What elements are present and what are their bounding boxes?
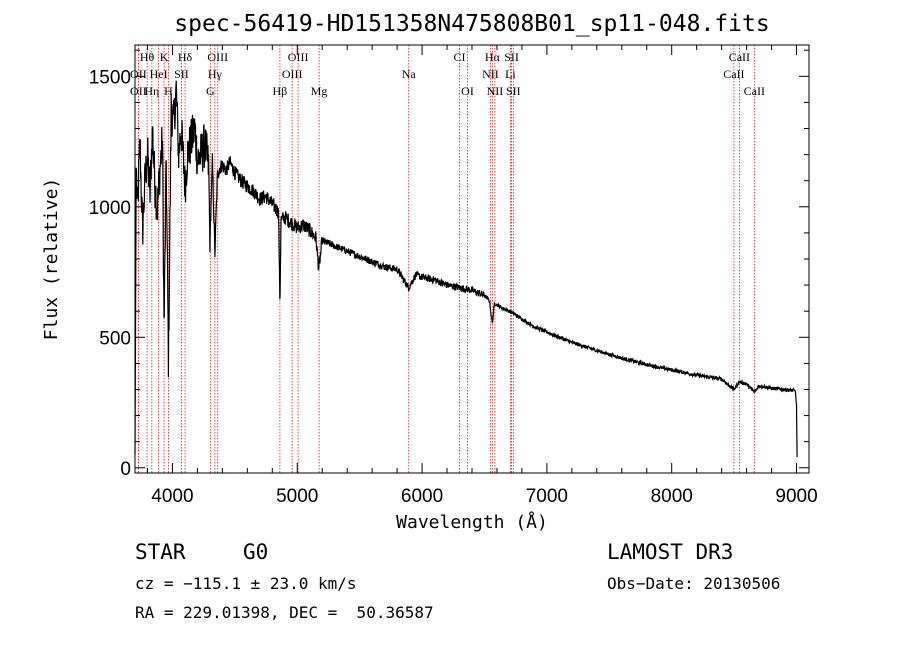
y-tick-label-1: 500	[99, 328, 131, 349]
y-tick-label-2: 1000	[89, 198, 131, 219]
plot-frame	[134, 44, 810, 474]
axis-ticks: 4000 5000 6000 7000 8000 9000 0 500 1000 1500	[89, 45, 818, 507]
line-label-21: NII	[487, 84, 504, 98]
survey-name: LAMOST DR3	[607, 540, 734, 564]
y-tick-label-0: 0	[120, 459, 131, 480]
object-subclass: G0	[243, 540, 269, 564]
line-label-3: Hη	[144, 84, 159, 98]
line-label-6: H	[164, 84, 173, 98]
line-label-11: G	[206, 84, 215, 98]
x-tick-label-3: 7000	[526, 486, 568, 507]
x-tick-label-0: 4000	[151, 486, 193, 507]
spectrum-line	[134, 80, 798, 458]
y-tick-label-3: 1500	[89, 67, 131, 88]
line-label-5: K	[160, 50, 169, 64]
line-label-0: Hθ	[140, 50, 155, 64]
line-label-8: Hδ	[178, 50, 193, 64]
line-label-26: CaII	[723, 67, 744, 81]
line-label-14: OIII	[282, 67, 303, 81]
line-label-15: Mg	[311, 84, 328, 98]
line-label-24: SII	[506, 84, 521, 98]
line-label-1: OII	[130, 67, 147, 81]
line-label-23: Li	[505, 67, 516, 81]
line-label-16: Na	[402, 67, 417, 81]
x-tick-label-2: 6000	[401, 486, 443, 507]
line-label-18: OI	[461, 84, 474, 98]
x-axis-label: Wavelength (Å)	[396, 511, 548, 533]
observation-date: Obs−Date: 20130506	[607, 574, 781, 593]
x-tick-label-1: 5000	[276, 486, 318, 507]
line-label-7: SII	[174, 67, 189, 81]
line-label-25: CaII	[729, 50, 750, 64]
x-tick-label-5: 9000	[775, 486, 817, 507]
coordinates: RA = 229.01398, DEC = 50.36587	[135, 603, 434, 622]
line-label-19: Hα	[485, 50, 501, 64]
line-label-9: OIII	[207, 50, 228, 64]
line-label-12: Hβ	[273, 84, 288, 98]
chart-title: spec-56419-HD151358N475808B01_sp11-048.f…	[174, 11, 769, 37]
redshift-velocity: cz = −115.1 ± 23.0 km/s	[135, 574, 357, 593]
object-class: STAR	[135, 540, 186, 564]
line-label-22: SII	[504, 50, 519, 64]
y-axis-label: Flux (relative)	[41, 178, 62, 341]
line-label-27: CaII	[744, 84, 765, 98]
line-label-10: Hγ	[208, 67, 223, 81]
line-label-20: NII	[482, 67, 499, 81]
line-label-2: OII	[130, 84, 147, 98]
line-label-13: OIII	[288, 50, 309, 64]
line-label-4: HeI	[150, 67, 168, 81]
line-label-17: CI	[454, 50, 466, 64]
x-tick-label-4: 8000	[651, 486, 693, 507]
